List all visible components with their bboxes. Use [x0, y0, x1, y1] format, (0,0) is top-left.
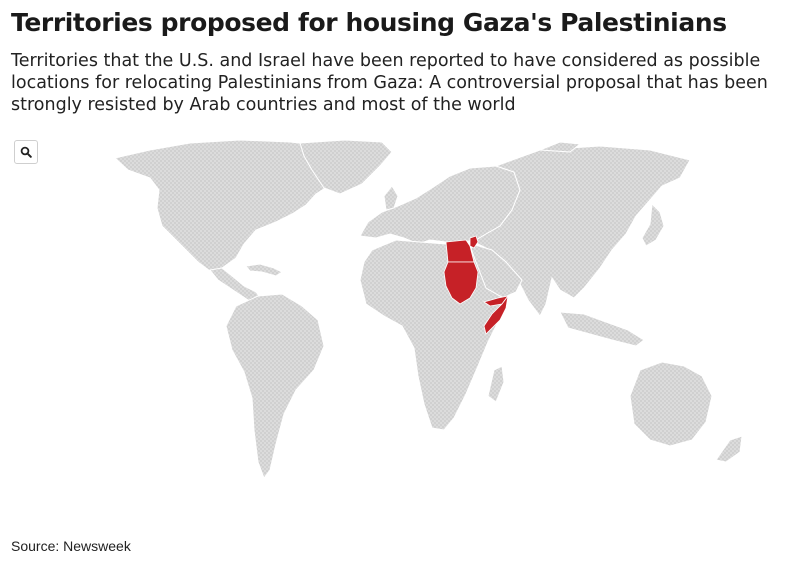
world-map[interactable] [0, 135, 794, 495]
greenland [299, 139, 393, 195]
south-america [225, 293, 325, 480]
map-title: Territories proposed for housing Gaza's … [11, 8, 727, 37]
new-zealand [715, 435, 743, 463]
asia [475, 145, 691, 317]
search-icon [20, 146, 32, 158]
somalia-territory[interactable] [483, 295, 509, 335]
source-note: Source: Newsweek [11, 538, 131, 554]
sinai-gaza-territory[interactable] [469, 235, 479, 249]
japan [641, 202, 665, 247]
zoom-button[interactable] [14, 140, 38, 164]
australia [629, 361, 713, 447]
sudan-territory[interactable] [443, 261, 479, 305]
caribbean [245, 263, 283, 277]
southeast-asia-islands [559, 311, 645, 347]
arctic-islands [539, 141, 582, 153]
madagascar [487, 365, 505, 403]
map-subtitle: Territories that the U.S. and Israel hav… [11, 51, 768, 115]
uk [383, 185, 399, 211]
egypt-territory[interactable] [445, 239, 475, 263]
